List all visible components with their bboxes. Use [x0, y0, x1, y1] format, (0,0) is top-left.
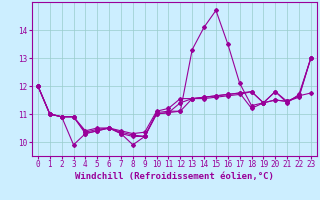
X-axis label: Windchill (Refroidissement éolien,°C): Windchill (Refroidissement éolien,°C)	[75, 172, 274, 181]
